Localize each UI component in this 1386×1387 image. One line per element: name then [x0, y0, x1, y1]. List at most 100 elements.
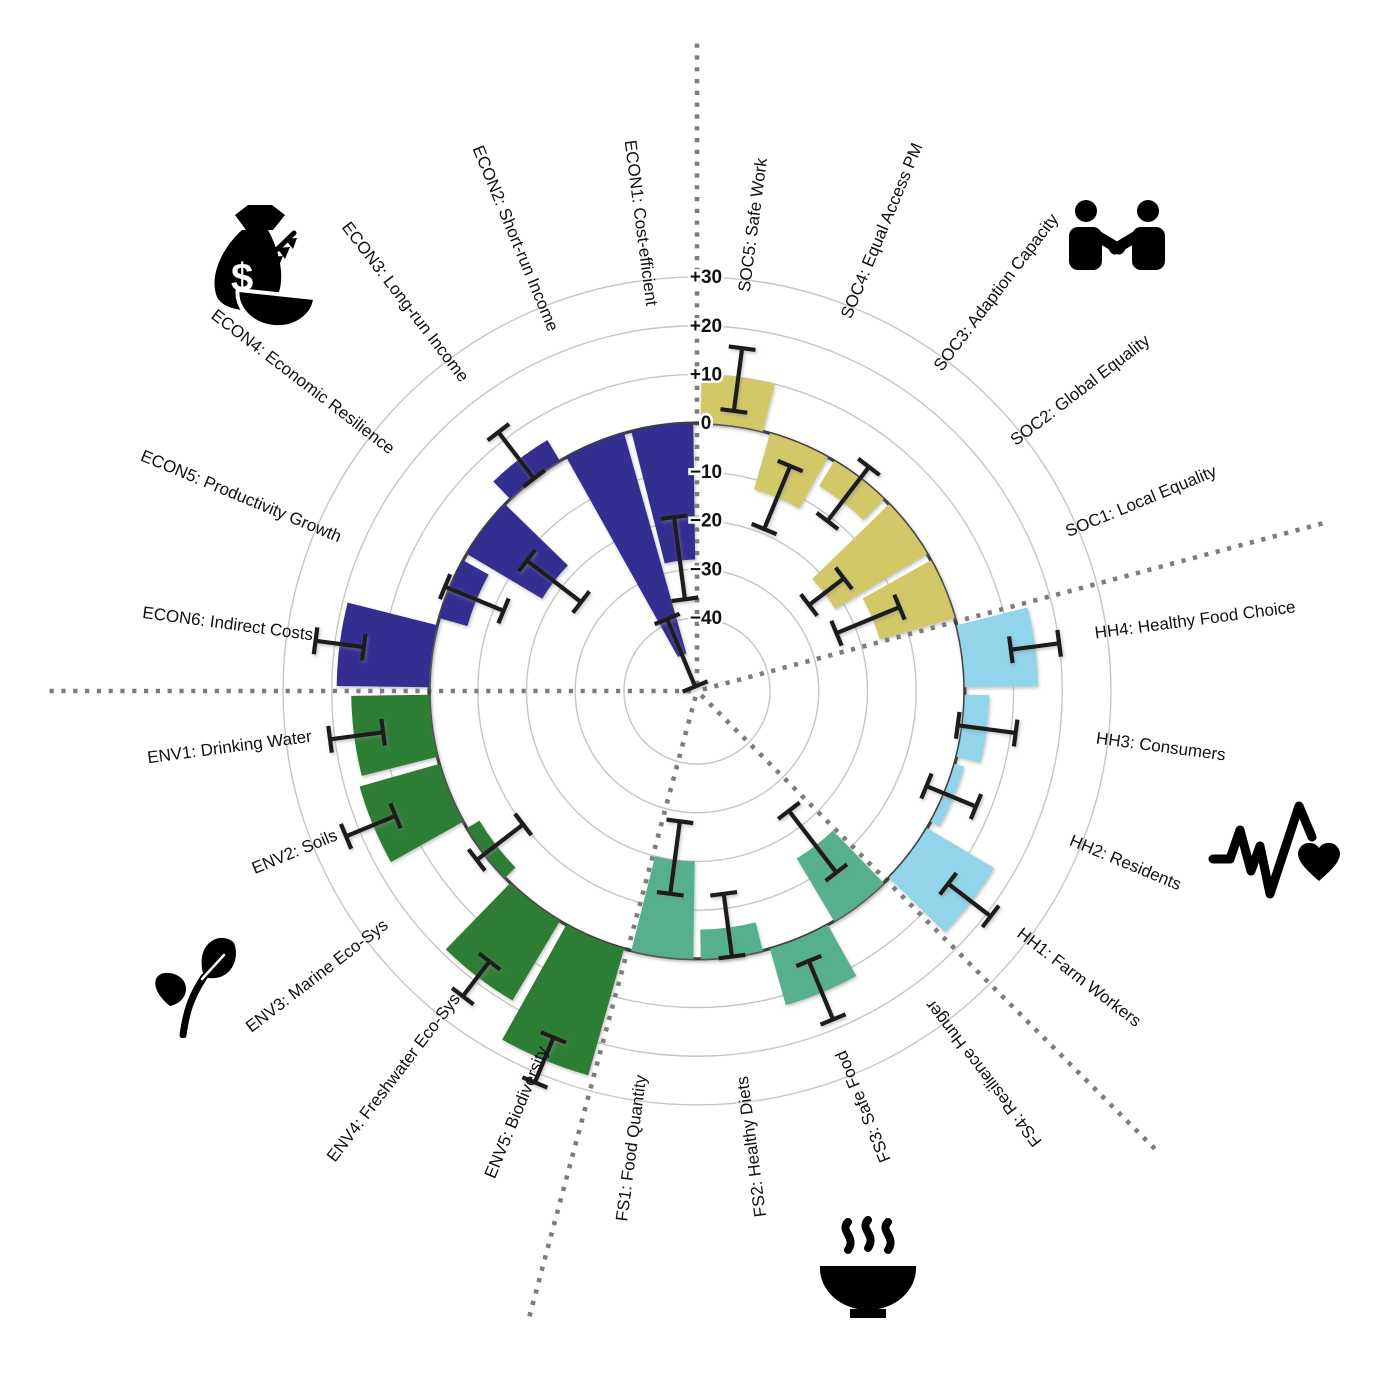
error-bar-segment: [829, 619, 844, 647]
label-HH1: HH1: Farm Workers: [1013, 924, 1144, 1031]
grid-ring: [623, 617, 771, 765]
bar-HH4: [956, 607, 1038, 688]
error-bar-segment: [672, 516, 688, 600]
error-bar-segment: [665, 618, 698, 688]
error-bar-segment: [681, 679, 709, 694]
error-bar-segment: [776, 458, 804, 474]
error-bar-ECON5: [437, 573, 511, 625]
label-ENV2: ENV2: Soils: [249, 826, 340, 878]
error-bar-segment: [938, 871, 959, 896]
axis-tick-label: −10: [690, 462, 722, 483]
label-FS2: FS2: Healthy Diets: [733, 1075, 770, 1218]
error-bar-segment: [710, 889, 738, 898]
error-bar-segment: [311, 627, 320, 655]
error-bar-ECON1: [660, 513, 699, 604]
error-bar-segment: [1006, 636, 1015, 664]
error-bar-segment: [326, 725, 334, 753]
error-bar-segment: [656, 889, 684, 898]
handshake-icon: [1069, 200, 1165, 270]
label-SOC1: SOC1: Local Equality: [1063, 461, 1220, 541]
label-FS3: FS3: Safe Food: [832, 1048, 895, 1165]
error-bar-segment: [315, 638, 365, 650]
error-bar-segment: [750, 521, 778, 537]
error-bar-segment: [721, 893, 735, 957]
error-bar-segment: [475, 822, 525, 862]
error-bar-segment: [825, 465, 871, 523]
error-bar-segment: [919, 772, 934, 800]
error-bar-segment: [1011, 719, 1020, 747]
bar-FS3: [769, 924, 857, 1005]
error-bar-segment: [466, 847, 487, 872]
error-bar-segment: [795, 953, 823, 969]
label-ECON6: ECON6: Indirect Costs: [141, 603, 314, 644]
error-bar-segment: [799, 593, 819, 618]
error-bar-segment: [345, 813, 397, 839]
error-bar-ENV3: [466, 812, 534, 872]
label-HH3: HH3: Consumers: [1095, 729, 1227, 765]
label-ECON3: ECON3: Long-run Income: [338, 218, 473, 385]
error-bar-HH4: [1006, 629, 1063, 664]
error-bar-SOC3: [815, 457, 881, 531]
error-bar-segment: [521, 1075, 549, 1090]
error-bar-segment: [671, 595, 699, 604]
error-bar-SOC5: [720, 344, 756, 415]
bar-SOC5: [700, 374, 775, 432]
error-bar-segment: [815, 511, 840, 531]
sector-divider-ray: [699, 693, 1160, 1154]
label-ECON2: ECON2: Short-run Income: [469, 143, 563, 334]
error-bar-segment: [720, 407, 748, 415]
error-bar-segment: [718, 952, 746, 961]
error-bar-segment: [980, 904, 1001, 929]
bar-SOC1: [862, 560, 955, 640]
money-bag-icon: $: [214, 205, 318, 329]
error-bar-segment: [806, 960, 835, 1021]
error-bar-segment: [486, 422, 511, 443]
error-bar-segment: [856, 457, 881, 477]
axis-tick-label: +10: [690, 364, 722, 385]
error-bar-segment: [477, 951, 502, 972]
error-bar-segment: [776, 800, 801, 821]
heart-pulse-icon: [1208, 801, 1340, 899]
bar-ENV2: [359, 763, 464, 863]
error-bar-segment: [338, 823, 354, 850]
error-bar-segment: [653, 611, 681, 627]
error-bar-segment: [957, 723, 1016, 736]
label-FS1: FS1: Food Quantity: [612, 1073, 650, 1222]
error-bar-segment: [379, 718, 388, 746]
error-bar-segment: [968, 793, 984, 820]
label-HH4: HH4: Healthy Food Choice: [1094, 597, 1297, 642]
error-bar-segment: [521, 468, 546, 489]
error-bars: [311, 344, 1063, 1090]
error-bar-ENV2: [338, 802, 403, 850]
error-bar-segment: [540, 1030, 567, 1045]
error-bar-segment: [571, 590, 591, 615]
grid-ring: [477, 471, 917, 911]
error-bar-segment: [731, 347, 745, 412]
grid-ring: [574, 568, 820, 814]
error-bar-ECON2: [653, 611, 709, 694]
error-bar-SOC1: [829, 593, 907, 647]
error-bar-segment: [461, 960, 492, 998]
bar-ENV5: [502, 924, 625, 1076]
error-bar-segment: [496, 430, 536, 480]
label-HH2: HH2: Residents: [1067, 831, 1184, 894]
bar-ECON2: [566, 433, 687, 657]
error-bar-segment: [819, 1012, 847, 1027]
error-bar-segment: [666, 817, 694, 826]
error-bar-segment: [946, 882, 992, 918]
bar-FS1: [631, 856, 695, 959]
label-FS4: FS4: Resilience Hunger: [921, 996, 1046, 1150]
label-SOC2: SOC2: Global Equality: [1007, 331, 1154, 450]
error-bar-segment: [824, 862, 849, 883]
error-bar-segment: [1055, 629, 1063, 657]
zero-ring: [427, 421, 967, 961]
bar-HH1: [889, 828, 995, 933]
bar-ENV1: [351, 694, 438, 776]
axis-tick-label: −30: [690, 559, 722, 580]
error-bar-HH2: [919, 772, 984, 820]
axis-tick-label: −40: [690, 608, 722, 629]
error-bar-FS3: [795, 953, 847, 1027]
error-bar-segment: [525, 558, 583, 604]
sector-dividers: [45, 39, 1328, 1322]
